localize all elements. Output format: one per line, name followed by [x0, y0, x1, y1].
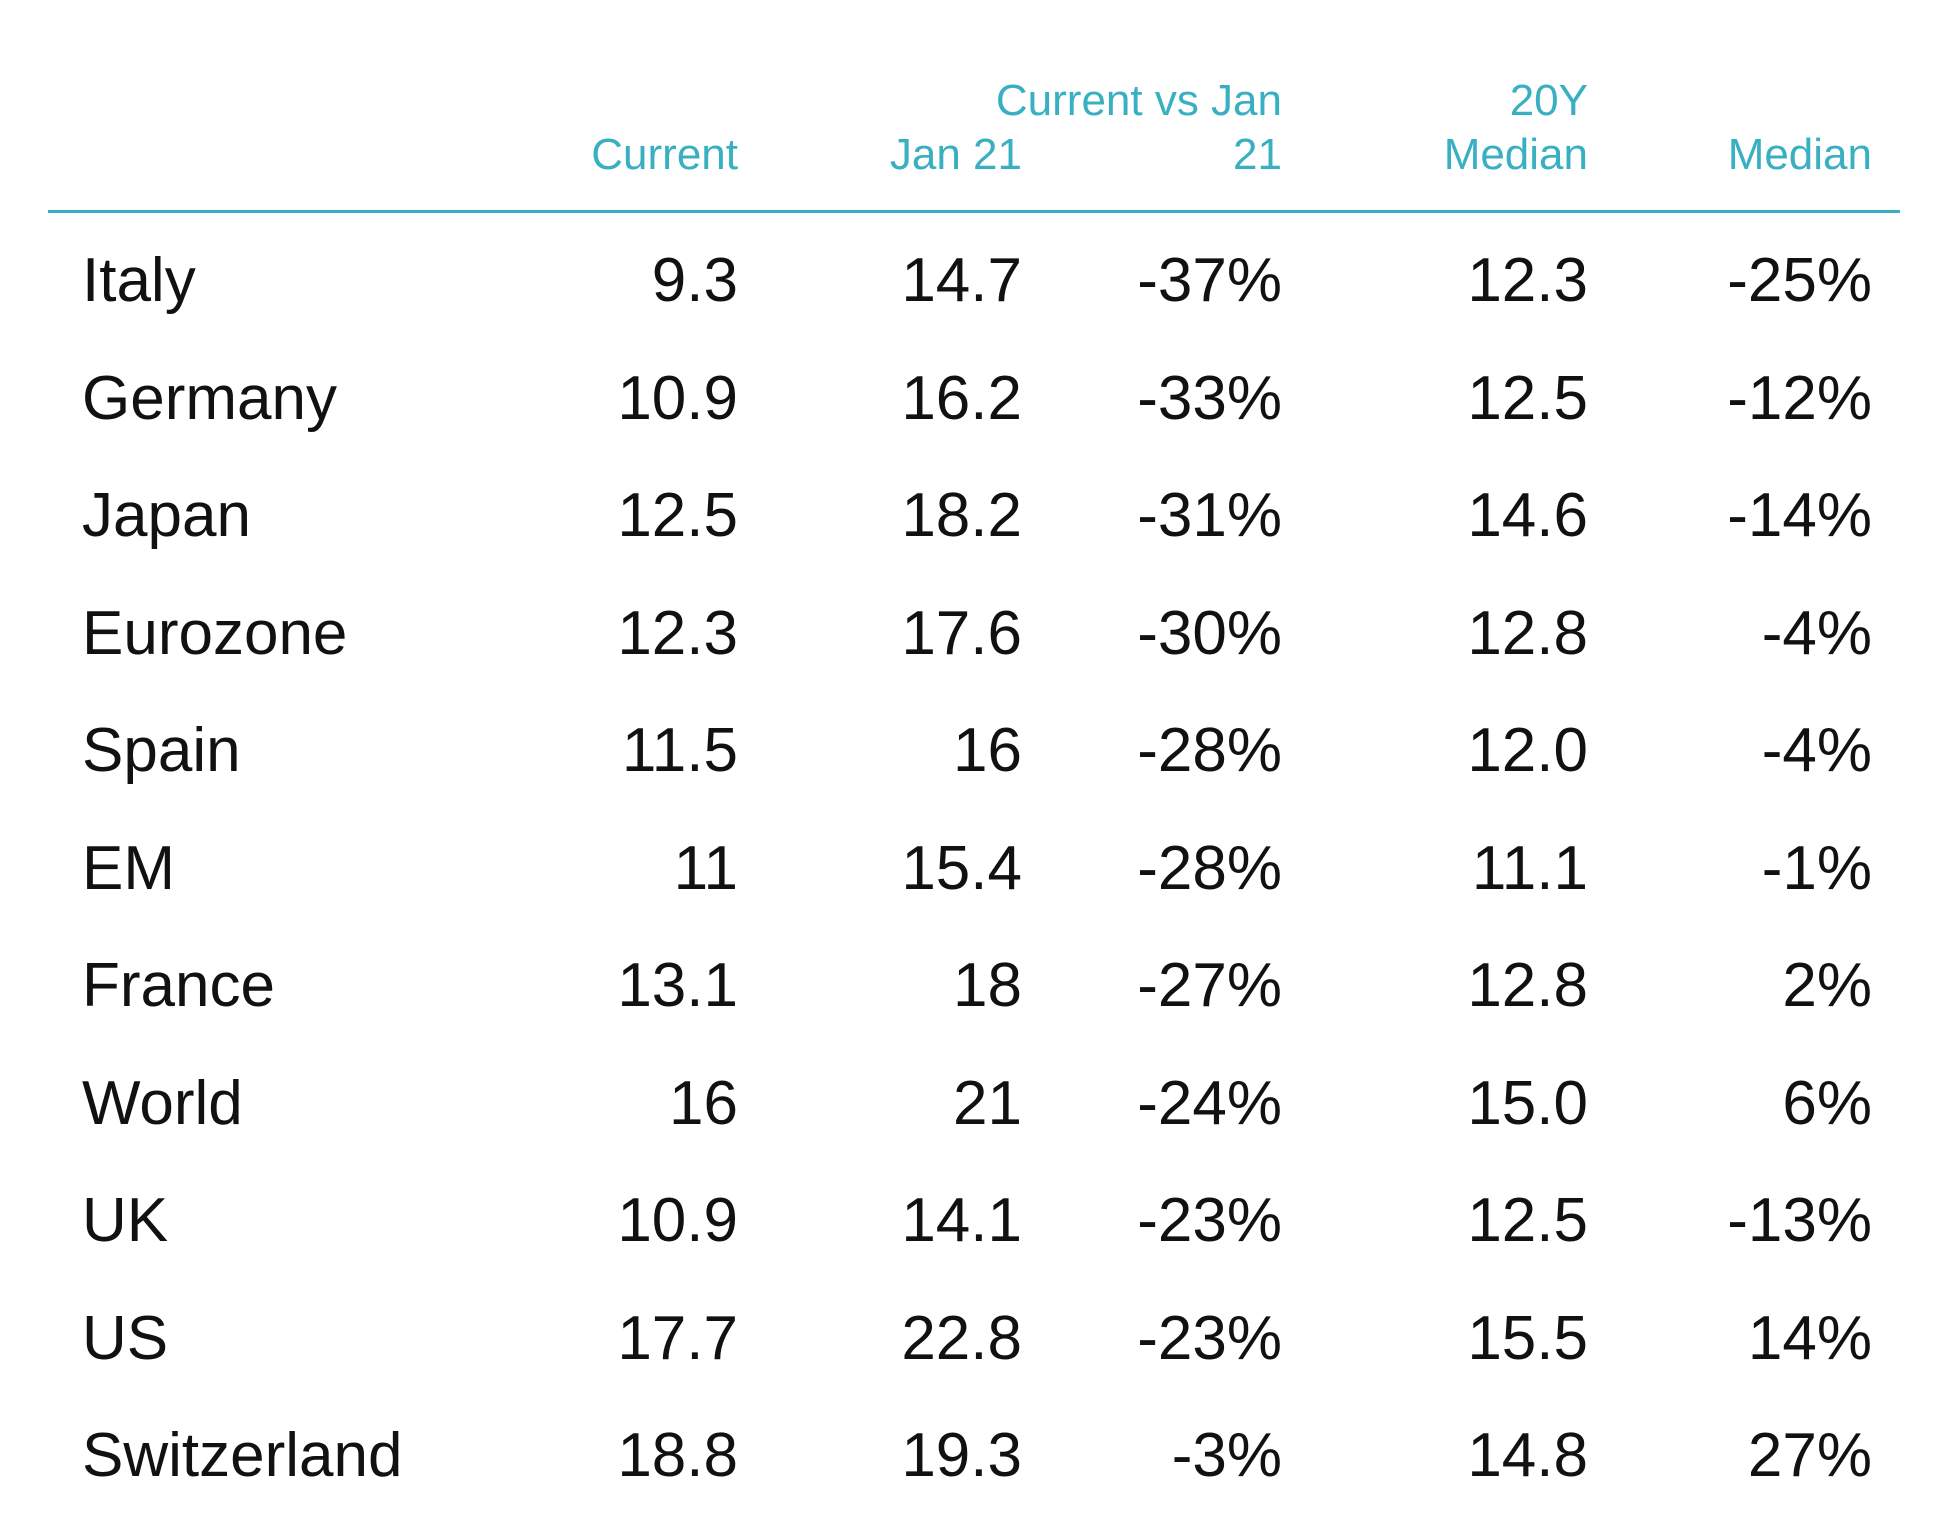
cell-country: Switzerland: [82, 1421, 403, 1490]
cell-median: -4%: [1761, 598, 1872, 668]
header-jan21: Jan 21: [889, 130, 1022, 179]
cell-jan21: 18: [953, 951, 1022, 1020]
cell-country: US: [82, 1303, 169, 1373]
table-row: EM 11 15.4 -28% 11.1 -1%: [48, 810, 1900, 928]
cell-median: -12%: [1727, 363, 1872, 433]
cell-current: 12.3: [617, 598, 738, 668]
cell-current-vs-jan21: -3%: [1171, 1421, 1282, 1490]
cell-current: 10.9: [617, 1186, 738, 1255]
cell-country: Japan: [82, 481, 251, 550]
cell-country: Germany: [82, 363, 337, 433]
cell-current: 9.3: [651, 246, 738, 315]
cell-current-vs-jan21: -33%: [1137, 363, 1282, 433]
cell-current-vs-jan21: -24%: [1137, 1068, 1282, 1138]
cell-median: -13%: [1727, 1186, 1872, 1255]
cell-current: 17.7: [617, 1303, 738, 1373]
cell-20y-median: 12.3: [1467, 246, 1588, 315]
cell-20y-median: 14.8: [1467, 1421, 1588, 1490]
header-current-vs-jan21: Current vs Jan 21: [995, 76, 1282, 179]
table-row: Eurozone 12.3 17.6 -30% 12.8 -4%: [48, 575, 1900, 693]
cell-jan21: 21: [953, 1068, 1022, 1138]
cell-20y-median: 12.0: [1467, 716, 1588, 785]
cell-current-vs-jan21: -37%: [1137, 246, 1282, 315]
cell-jan21: 19.3: [901, 1421, 1022, 1490]
cell-median: 6%: [1782, 1068, 1872, 1138]
table-row: Switzerland 18.8 19.3 -3% 14.8 27%: [48, 1397, 1900, 1515]
cell-current-vs-jan21: -23%: [1137, 1186, 1282, 1255]
cell-median: -25%: [1727, 246, 1872, 315]
cell-20y-median: 12.8: [1467, 951, 1588, 1020]
cell-current-vs-jan21: -31%: [1137, 481, 1282, 550]
table-row: World 16 21 -24% 15.0 6%: [48, 1045, 1900, 1163]
cell-current: 10.9: [617, 363, 738, 433]
table-header: Current Jan 21 Current vs Jan 21 20Y Med…: [48, 62, 1900, 213]
cell-jan21: 18.2: [901, 481, 1022, 550]
cell-20y-median: 12.5: [1467, 1186, 1588, 1255]
cell-current-vs-jan21: -28%: [1137, 716, 1282, 785]
cell-current: 12.5: [617, 481, 738, 550]
table-row: US 17.7 22.8 -23% 15.5 14%: [48, 1280, 1900, 1398]
table-row: Spain 11.5 16 -28% 12.0 -4%: [48, 692, 1900, 810]
header-median: Median: [1727, 130, 1872, 179]
cell-jan21: 16.2: [901, 363, 1022, 433]
header-current: Current: [591, 130, 738, 179]
valuation-table: Current Jan 21 Current vs Jan 21 20Y Med…: [48, 62, 1900, 1490]
cell-20y-median: 11.1: [1471, 833, 1588, 903]
header-rule: [48, 210, 1900, 213]
cell-country: World: [82, 1068, 243, 1138]
cell-jan21: 17.6: [901, 598, 1022, 668]
cell-20y-median: 12.5: [1467, 363, 1588, 433]
table-row: Germany 10.9 16.2 -33% 12.5 -12%: [48, 340, 1900, 458]
table-row: France 13.1 18 -27% 12.8 2%: [48, 927, 1900, 1045]
cell-median: 2%: [1782, 951, 1872, 1020]
cell-current-vs-jan21: -28%: [1137, 833, 1282, 903]
cell-current-vs-jan21: -27%: [1137, 951, 1282, 1020]
cell-country: Spain: [82, 716, 241, 785]
table-row: Japan 12.5 18.2 -31% 14.6 -14%: [48, 457, 1900, 575]
header-20y-median: 20Y Median: [1443, 76, 1588, 179]
table-row: Italy 9.3 14.7 -37% 12.3 -25%: [48, 222, 1900, 340]
cell-median: -1%: [1761, 833, 1872, 903]
cell-current: 11.5: [621, 716, 738, 785]
cell-median: -4%: [1761, 716, 1872, 785]
cell-20y-median: 14.6: [1467, 481, 1588, 550]
cell-current-vs-jan21: -23%: [1137, 1303, 1282, 1373]
cell-current: 11: [673, 833, 738, 903]
cell-20y-median: 15.0: [1467, 1068, 1588, 1138]
cell-jan21: 15.4: [901, 833, 1022, 903]
cell-median: 14%: [1747, 1303, 1872, 1373]
cell-median: -14%: [1727, 481, 1872, 550]
cell-current: 16: [669, 1068, 738, 1138]
cell-median: 27%: [1747, 1421, 1872, 1490]
cell-jan21: 16: [953, 716, 1022, 785]
cell-country: France: [82, 951, 275, 1020]
cell-jan21: 14.7: [901, 246, 1022, 315]
cell-20y-median: 12.8: [1467, 598, 1588, 668]
cell-current: 13.1: [617, 951, 738, 1020]
cell-jan21: 22.8: [901, 1303, 1022, 1373]
cell-country: UK: [82, 1186, 169, 1255]
table-body: Italy 9.3 14.7 -37% 12.3 -25% Germany 10.9 16.2 -…: [48, 222, 1900, 1515]
cell-current-vs-jan21: -30%: [1137, 598, 1282, 668]
table-row: UK 10.9 14.1 -23% 12.5 -13%: [48, 1162, 1900, 1280]
cell-jan21: 14.1: [901, 1186, 1022, 1255]
cell-country: Italy: [82, 246, 196, 315]
cell-country: Eurozone: [82, 598, 348, 668]
cell-country: EM: [82, 833, 175, 903]
cell-20y-median: 15.5: [1467, 1303, 1588, 1373]
cell-current: 18.8: [617, 1421, 738, 1490]
